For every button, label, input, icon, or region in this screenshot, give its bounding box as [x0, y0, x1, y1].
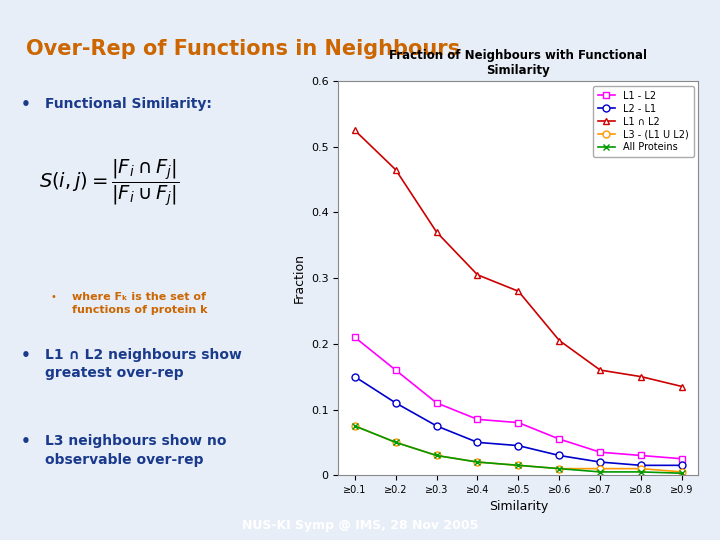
- Text: L3 neighbours show no
observable over-rep: L3 neighbours show no observable over-re…: [45, 434, 226, 467]
- L1 - L2: [678, 456, 686, 462]
- L1 ∩ L2: [351, 127, 359, 133]
- Text: •: •: [20, 434, 30, 449]
- Text: Functional Similarity:: Functional Similarity:: [45, 97, 212, 111]
- L1 - L2: [636, 453, 645, 459]
- All Proteins: [678, 470, 686, 476]
- Title: Fraction of Neighbours with Functional
Similarity: Fraction of Neighbours with Functional S…: [390, 49, 647, 77]
- L1 ∩ L2: [555, 338, 564, 344]
- L3 - (L1 U L2): [514, 462, 523, 469]
- Line: All Proteins: All Proteins: [351, 422, 685, 477]
- L2 - L1: [555, 453, 564, 459]
- Legend: L1 - L2, L2 - L1, L1 ∩ L2, L3 - (L1 U L2), All Proteins: L1 - L2, L2 - L1, L1 ∩ L2, L3 - (L1 U L2…: [593, 86, 693, 157]
- Text: NUS-KI Symp @ IMS, 28 Nov 2005: NUS-KI Symp @ IMS, 28 Nov 2005: [242, 518, 478, 532]
- All Proteins: [555, 465, 564, 472]
- All Proteins: [473, 459, 482, 465]
- L3 - (L1 U L2): [473, 459, 482, 465]
- Text: Over-Rep of Functions in Neighbours: Over-Rep of Functions in Neighbours: [26, 38, 460, 59]
- L1 - L2: [351, 334, 359, 341]
- L2 - L1: [392, 400, 400, 406]
- All Proteins: [636, 469, 645, 475]
- L1 ∩ L2: [596, 367, 605, 373]
- All Proteins: [351, 423, 359, 429]
- L2 - L1: [678, 462, 686, 469]
- Line: L2 - L1: L2 - L1: [351, 373, 685, 469]
- L1 ∩ L2: [514, 288, 523, 294]
- L2 - L1: [432, 423, 441, 429]
- L2 - L1: [596, 459, 605, 465]
- L1 ∩ L2: [636, 374, 645, 380]
- All Proteins: [596, 469, 605, 475]
- L3 - (L1 U L2): [596, 465, 605, 472]
- L1 - L2: [596, 449, 605, 455]
- L1 - L2: [473, 416, 482, 423]
- Text: L1 ∩ L2 neighbours show
greatest over-rep: L1 ∩ L2 neighbours show greatest over-re…: [45, 348, 241, 380]
- Text: $S(i,j) = \dfrac{\left|F_i \cap F_j\right|}{\left|F_i \cup F_j\right|}$: $S(i,j) = \dfrac{\left|F_i \cap F_j\righ…: [39, 158, 179, 208]
- All Proteins: [432, 453, 441, 459]
- L1 ∩ L2: [432, 229, 441, 235]
- L2 - L1: [514, 442, 523, 449]
- Line: L1 ∩ L2: L1 ∩ L2: [351, 127, 685, 390]
- Line: L3 - (L1 U L2): L3 - (L1 U L2): [351, 422, 685, 475]
- L1 ∩ L2: [473, 272, 482, 278]
- L1 - L2: [392, 367, 400, 373]
- L3 - (L1 U L2): [678, 469, 686, 475]
- L3 - (L1 U L2): [351, 423, 359, 429]
- L1 - L2: [514, 420, 523, 426]
- L3 - (L1 U L2): [555, 465, 564, 472]
- L3 - (L1 U L2): [432, 453, 441, 459]
- L2 - L1: [351, 374, 359, 380]
- L2 - L1: [636, 462, 645, 469]
- Text: •: •: [20, 348, 30, 363]
- L1 ∩ L2: [392, 166, 400, 173]
- L1 ∩ L2: [678, 383, 686, 390]
- Line: L1 - L2: L1 - L2: [351, 334, 685, 462]
- X-axis label: Similarity: Similarity: [489, 501, 548, 514]
- All Proteins: [392, 439, 400, 446]
- L2 - L1: [473, 439, 482, 446]
- Text: •: •: [50, 292, 57, 302]
- All Proteins: [514, 462, 523, 469]
- L1 - L2: [555, 436, 564, 442]
- L1 - L2: [432, 400, 441, 406]
- Y-axis label: Fraction: Fraction: [292, 253, 305, 303]
- L3 - (L1 U L2): [392, 439, 400, 446]
- Text: •: •: [20, 97, 30, 112]
- L3 - (L1 U L2): [636, 465, 645, 472]
- Text: where Fₖ is the set of
functions of protein k: where Fₖ is the set of functions of prot…: [72, 292, 207, 315]
